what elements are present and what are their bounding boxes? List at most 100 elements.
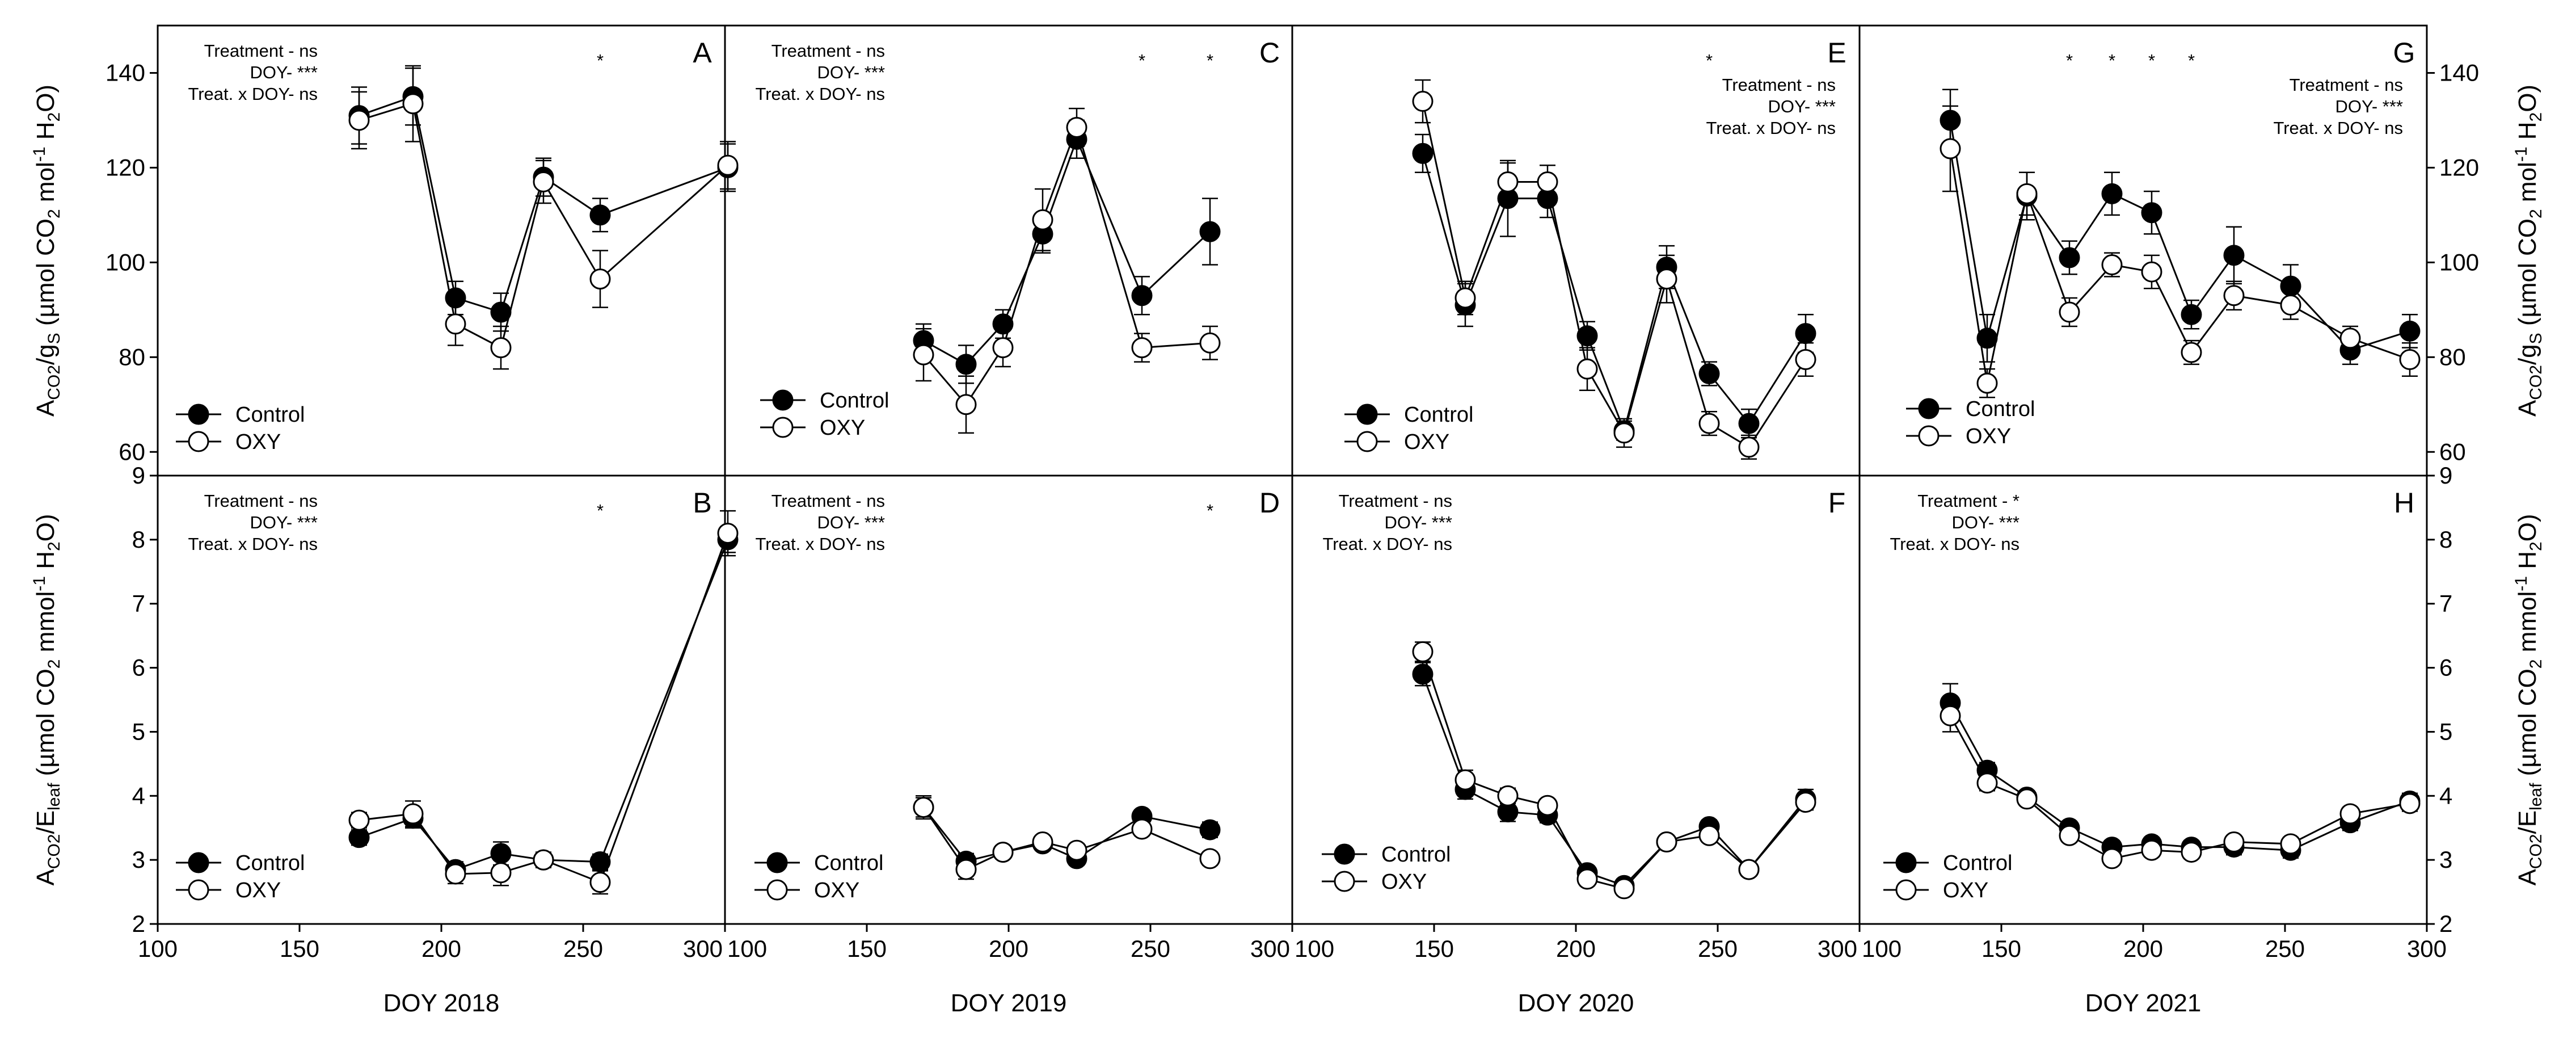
significance-star: * — [1706, 51, 1713, 70]
legend-label: OXY — [1381, 870, 1427, 894]
y-axis-title-bottom-right: ACO2​/Eleaf​ (µmol CO2​ mmol-1​ H2​O) — [2512, 514, 2545, 885]
x-tick-label: 150 — [1981, 935, 2021, 962]
legend-marker-control — [772, 389, 794, 411]
significance-star: * — [597, 51, 604, 70]
stats-annotation: Treat. x DOY- ns — [188, 84, 318, 104]
data-point-oxy — [445, 313, 466, 335]
data-point-oxy — [2016, 788, 2038, 810]
stats-annotation: Treatment - ns — [771, 491, 885, 511]
stats-annotation: Treatment - ns — [771, 41, 885, 61]
significance-star: * — [2066, 51, 2073, 70]
legend-label: OXY — [235, 430, 281, 454]
data-point-oxy — [913, 344, 934, 365]
legend-marker-oxy — [188, 879, 209, 901]
data-point-oxy — [445, 863, 466, 885]
x-tick-label: 150 — [1414, 935, 1454, 962]
data-point-oxy — [1412, 91, 1434, 112]
legend-marker-control — [188, 404, 209, 425]
panel-h: H Treatment - *DOY- ***Treat. x DOY- ns Co… — [1883, 487, 2421, 902]
data-point-oxy — [1032, 831, 1053, 853]
y-tick-label-top-left: 60 — [119, 438, 145, 465]
stats-annotation: Treatment - ns — [204, 491, 318, 511]
data-point-control — [1738, 413, 1760, 434]
data-point-oxy — [955, 859, 977, 880]
x-tick-label: 200 — [989, 935, 1028, 962]
panel-letter: B — [693, 487, 711, 519]
x-axis-title: DOY 2021 — [2085, 989, 2202, 1017]
y-axis-title-top-left: ACO2​/gS​ (µmol CO2​ mol-1​ H2​O) — [30, 85, 64, 417]
y-tick-label-bottom-right: 3 — [2439, 846, 2452, 873]
stats-annotation: DOY- *** — [2335, 96, 2403, 116]
x-tick-label: 250 — [1698, 935, 1738, 962]
data-point-control — [1698, 363, 1720, 385]
legend-label: OXY — [1966, 425, 2011, 448]
data-point-control — [2101, 183, 2123, 204]
legend-label: OXY — [820, 416, 865, 440]
stats-annotation: Treatment - ns — [1339, 491, 1452, 511]
stats-annotation: DOY- *** — [1768, 96, 1836, 116]
y-tick-label-bottom-left: 3 — [132, 846, 145, 873]
panel-letter: F — [1828, 487, 1846, 519]
y-tick-label-top-right: 140 — [2439, 59, 2479, 86]
data-point-control — [1576, 325, 1598, 347]
panel-letter: D — [1259, 487, 1280, 519]
data-point-oxy — [1412, 641, 1434, 662]
series-line-control — [1422, 674, 1807, 887]
legend-marker-control — [1918, 398, 1940, 419]
data-point-oxy — [1032, 209, 1053, 230]
significance-star: * — [2148, 51, 2155, 70]
significance-star: * — [2188, 51, 2195, 70]
stats-annotation: Treatment - ns — [1722, 75, 1836, 95]
x-tick-label: 100 — [1295, 935, 1334, 962]
series-line-oxy — [1422, 101, 1807, 448]
series-line-control — [923, 137, 1211, 365]
y-tick-label-bottom-right: 5 — [2439, 718, 2452, 745]
data-point-oxy — [1738, 436, 1760, 458]
data-point-oxy — [1738, 859, 1760, 880]
legend-marker-control — [1895, 852, 1917, 873]
stats-annotation: DOY- *** — [1952, 512, 2020, 532]
data-point-oxy — [1497, 171, 1519, 192]
x-tick-label: 200 — [421, 935, 461, 962]
y-tick-label-bottom-right: 6 — [2439, 654, 2452, 681]
series-line-oxy — [359, 102, 728, 349]
data-point-oxy — [1537, 795, 1558, 816]
data-point-oxy — [1976, 372, 1998, 394]
data-point-oxy — [1940, 705, 1961, 726]
stats-annotation: DOY- *** — [1385, 512, 1452, 532]
data-point-oxy — [589, 872, 611, 893]
legend-label: Control — [235, 851, 305, 875]
data-point-control — [2399, 320, 2421, 342]
panel-letter: A — [693, 37, 712, 69]
stats-annotation: Treat. x DOY- ns — [755, 534, 885, 554]
data-point-oxy — [490, 337, 512, 359]
data-point-oxy — [992, 337, 1014, 359]
data-point-oxy — [2141, 839, 2162, 861]
data-point-oxy — [2181, 842, 2202, 863]
data-point-oxy — [1454, 769, 1476, 791]
data-point-oxy — [2141, 261, 2162, 283]
data-point-oxy — [2016, 183, 2038, 204]
data-point-oxy — [402, 93, 424, 115]
y-tick-label-bottom-left: 9 — [132, 462, 145, 489]
data-point-oxy — [348, 110, 370, 131]
y-tick-label-bottom-left: 5 — [132, 718, 145, 745]
y-tick-label-bottom-left: 8 — [132, 526, 145, 553]
stats-annotation: Treat. x DOY- ns — [188, 534, 318, 554]
x-tick-label: 250 — [1131, 935, 1170, 962]
data-point-oxy — [2181, 342, 2202, 363]
data-point-oxy — [1131, 337, 1153, 359]
data-point-oxy — [1497, 785, 1519, 806]
data-point-oxy — [2339, 327, 2361, 349]
y-tick-label-bottom-left: 7 — [132, 590, 145, 617]
x-tick-label: 100 — [1862, 935, 1902, 962]
data-point-oxy — [1576, 358, 1598, 380]
x-tick-label: 100 — [727, 935, 767, 962]
legend-marker-control — [188, 852, 209, 873]
stats-annotation: Treatment - ns — [204, 41, 318, 61]
data-point-oxy — [1613, 422, 1635, 444]
legend-marker-oxy — [1356, 431, 1378, 452]
